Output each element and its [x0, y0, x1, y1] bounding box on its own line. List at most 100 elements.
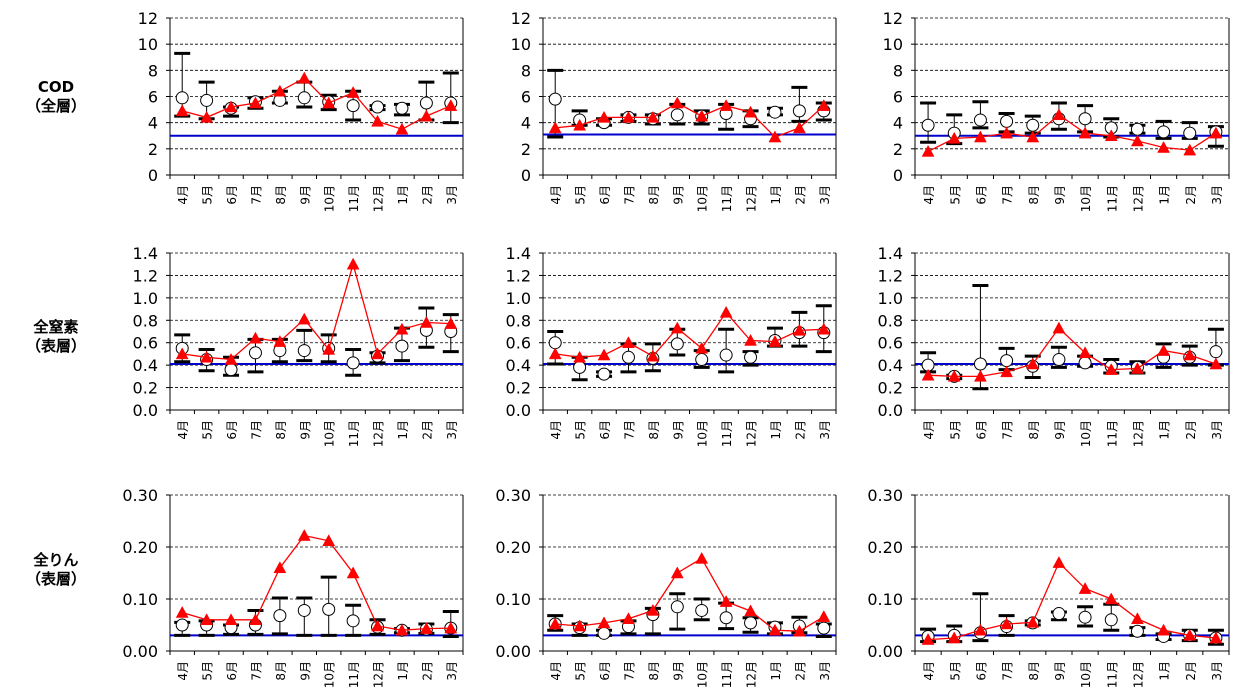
triangle-point	[973, 369, 987, 382]
x-tick-label: 1月	[769, 420, 783, 440]
x-tick-label: 4月	[922, 185, 936, 205]
triangle-point	[273, 84, 287, 97]
x-tick-label: 3月	[445, 420, 459, 440]
x-tick-label: 11月	[1105, 661, 1119, 688]
mean-circle-point	[548, 92, 562, 106]
triangle-point	[273, 335, 287, 347]
x-tick-label: 7月	[622, 185, 636, 205]
triangle-point	[622, 110, 635, 123]
mean-circle-point	[1130, 122, 1144, 136]
mean-circle-point	[1183, 126, 1197, 140]
triangle-point	[1209, 357, 1223, 370]
x-tick-label: 1月	[1158, 185, 1172, 205]
y-tick-label: 0.2	[506, 379, 531, 398]
triangle-point	[947, 631, 961, 644]
triangle-point	[1157, 141, 1171, 153]
x-tick-label: 11月	[720, 661, 734, 688]
x-tick-label: 5月	[574, 185, 588, 205]
x-tick-label: 11月	[347, 185, 361, 212]
x-tick-label: 12月	[1131, 661, 1145, 688]
row-label-total-nitrogen-line1: 全窒素	[33, 318, 79, 336]
row-label-cod: COD （全層）	[0, 78, 112, 116]
x-tick-label: 10月	[696, 661, 710, 688]
y-tick-label: 4	[521, 114, 531, 133]
triangle-point	[768, 130, 782, 143]
triangle-point	[419, 316, 433, 328]
triangle-point	[548, 347, 562, 360]
triangle-point	[792, 121, 806, 134]
series-line	[928, 327, 1217, 378]
triangle-point	[921, 633, 935, 645]
x-tick-label: 8月	[1027, 420, 1041, 440]
triangle-point	[200, 110, 214, 123]
y-tick-label: 4	[148, 114, 158, 133]
x-tick-label: 5月	[574, 420, 588, 440]
triangle-point	[670, 566, 684, 579]
x-tick-label: 2月	[420, 420, 434, 440]
mean-circle-point	[1078, 356, 1092, 370]
y-tick-label: 12	[511, 9, 531, 28]
x-tick-label: 7月	[249, 185, 263, 205]
mean-circle-point	[1000, 354, 1014, 368]
y-tick-label: 0.20	[495, 538, 531, 557]
triangle-point	[1130, 134, 1144, 147]
triangle-point	[1052, 321, 1066, 334]
mean-circle-point	[548, 336, 562, 350]
triangle-point	[322, 96, 336, 109]
y-tick-label: 1.2	[133, 266, 158, 285]
y-tick-label: 6	[521, 88, 531, 107]
x-tick-label: 1月	[1158, 661, 1172, 681]
series-line	[182, 77, 452, 130]
triangle-point	[597, 616, 611, 629]
mean-circle-point	[621, 350, 635, 364]
triangle-point	[1183, 143, 1197, 156]
x-tick-label: 4月	[922, 661, 936, 681]
y-tick-label: 0.10	[867, 590, 903, 609]
triangle-point	[744, 333, 757, 346]
y-tick-label: 4	[893, 114, 903, 133]
x-tick-label: 4月	[176, 420, 190, 440]
x-tick-label: 7月	[1001, 661, 1015, 681]
triangle-point	[297, 529, 311, 541]
y-tick-label: 0.8	[506, 311, 531, 330]
triangle-point	[947, 369, 961, 382]
mean-circle-point	[395, 101, 409, 115]
x-tick-label: 12月	[372, 661, 386, 688]
x-tick-label: 9月	[671, 185, 685, 205]
row-label-total-phosphorus-line1: 全りん	[33, 551, 79, 569]
triangle-point	[175, 104, 189, 117]
triangle-point	[224, 613, 238, 626]
mean-circle-point	[1078, 112, 1092, 126]
mean-circle-point	[744, 616, 758, 630]
triangle-point	[622, 612, 635, 625]
y-tick-label: 6	[893, 88, 903, 107]
mean-circle-point	[670, 600, 684, 614]
triangle-point	[768, 335, 782, 347]
x-tick-label: 7月	[249, 420, 263, 440]
triangle-point	[973, 130, 987, 143]
series-line	[182, 261, 451, 361]
mean-circle-point	[419, 96, 433, 110]
x-tick-label: 6月	[974, 661, 988, 681]
triangle-point	[175, 605, 189, 618]
x-tick-label: 5月	[574, 661, 588, 681]
y-tick-label: 0.0	[133, 401, 158, 420]
x-tick-label: 7月	[1001, 420, 1015, 440]
mean-circle-point	[1052, 353, 1066, 367]
y-tick-label: 0.4	[506, 356, 531, 375]
x-tick-label: 6月	[225, 185, 239, 205]
triangle-point	[646, 349, 660, 362]
triangle-point	[548, 617, 562, 630]
x-tick-label: 2月	[420, 185, 434, 205]
y-tick-label: 0.30	[867, 486, 903, 505]
triangle-point	[1104, 592, 1118, 605]
chart-panel-4: 0.0 0.2 0.4 0.6 0.8 1.0 1.2 1.4 4月 5月 6月 7月 8月 9月 10月 1…	[506, 244, 837, 447]
mean-circle-point	[695, 603, 709, 617]
x-tick-label: 8月	[274, 661, 288, 681]
x-tick-label: 1月	[396, 661, 410, 681]
x-tick-label: 11月	[1105, 420, 1119, 447]
mean-circle-point	[744, 350, 758, 364]
x-tick-label: 10月	[1079, 661, 1093, 688]
x-tick-label: 8月	[274, 185, 288, 205]
y-tick-label: 1.0	[878, 289, 903, 308]
